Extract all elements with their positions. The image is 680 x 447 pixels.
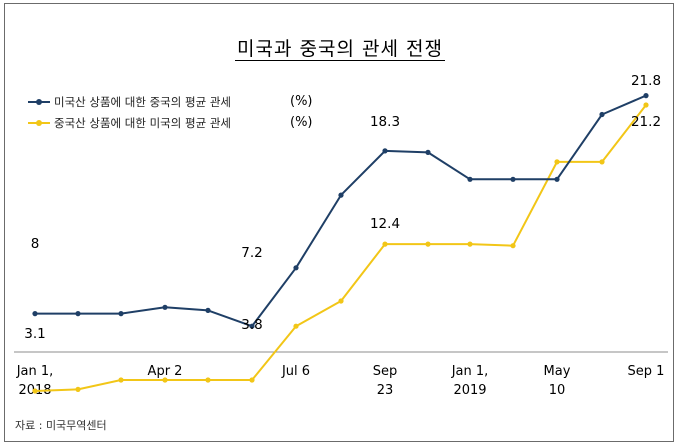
data-point-series-2 [425, 241, 431, 247]
x-tick-label: Sep 23 [373, 364, 398, 398]
x-tick-label: Jan 1, 2019 [451, 364, 489, 398]
data-point-series-1 [162, 304, 168, 310]
legend-item-series-1: 미국산 상품에 대한 중국의 평균 관세 (%) [28, 94, 348, 110]
legend-unit-series-2: (%) [290, 115, 313, 130]
data-point-series-1 [382, 148, 388, 154]
data-point-series-2 [293, 323, 299, 329]
data-point-series-1 [554, 176, 560, 182]
data-point-series-1 [338, 192, 344, 198]
x-tick-label: Sep 1 [628, 364, 665, 379]
data-point-series-1 [32, 311, 38, 317]
x-tick-label-line1: Apr 2 [148, 364, 183, 379]
chart-title-text: 미국과 중국의 관세 전쟁 [235, 38, 445, 61]
data-point-series-2 [599, 159, 605, 165]
data-label-series-1: 7.2 [241, 245, 262, 261]
data-label-series-1: 8 [31, 236, 40, 252]
x-tick-label-line2: 2019 [453, 383, 486, 398]
legend-item-series-2: 중국산 상품에 대한 미국의 평균 관세 (%) [28, 115, 348, 131]
legend-unit-series-1: (%) [290, 94, 313, 109]
legend-label-series-2: 중국산 상품에 대한 미국의 평균 관세 [54, 116, 231, 130]
data-point-series-1 [205, 307, 211, 313]
data-point-series-2 [510, 243, 516, 249]
data-point-series-2 [162, 377, 168, 383]
data-label-series-2: 3.1 [24, 326, 45, 342]
data-point-series-1 [118, 311, 124, 317]
data-point-series-1 [75, 311, 81, 317]
x-tick-label-line1: Sep [373, 364, 398, 379]
data-label-series-2: 21.2 [631, 114, 661, 130]
chart-frame [4, 3, 674, 442]
legend-label-series-1: 미국산 상품에 대한 중국의 평균 관세 [54, 95, 231, 109]
legend-marker-series-1 [36, 99, 42, 105]
data-label-series-1: 21.8 [631, 73, 661, 89]
x-tick-label: Apr 2 [148, 364, 183, 379]
data-point-series-2 [249, 377, 255, 383]
data-point-series-2 [338, 298, 344, 304]
data-point-series-2 [205, 377, 211, 383]
data-point-series-1 [249, 323, 255, 329]
data-point-series-1 [510, 176, 516, 182]
data-point-series-1 [467, 176, 473, 182]
data-point-series-2 [382, 241, 388, 247]
x-tick-label: May 10 [544, 364, 571, 398]
x-tick-label-line2: 10 [549, 383, 566, 398]
data-point-series-2 [32, 388, 38, 394]
x-tick-label-line1: Jul 6 [281, 364, 310, 379]
data-point-series-1 [293, 265, 299, 271]
data-point-series-2 [643, 102, 649, 108]
data-point-series-2 [554, 159, 560, 165]
legend-marker-series-2 [36, 120, 42, 126]
x-tick-label-line2: 23 [377, 383, 394, 398]
data-point-series-2 [118, 377, 124, 383]
chart-title: 미국과 중국의 관세 전쟁 [0, 34, 680, 61]
data-point-series-2 [75, 386, 81, 392]
x-tick-label: Jul 6 [281, 364, 310, 379]
x-tick-label-line1: Jan 1, [16, 364, 54, 379]
data-label-series-1: 18.3 [370, 114, 400, 130]
data-label-series-2: 12.4 [370, 216, 400, 232]
series-line-1 [35, 94, 647, 328]
x-tick-label-line1: Sep 1 [628, 364, 665, 379]
x-tick-label-line1: May [544, 364, 571, 379]
source-note: 자료 : 미국무역센터 [15, 419, 107, 432]
series-line-2 [34, 104, 647, 392]
data-point-series-1 [643, 93, 649, 99]
data-point-series-1 [425, 149, 431, 155]
data-label-series-2: 3.8 [241, 317, 262, 333]
x-tick-label-line1: Jan 1, [451, 364, 489, 379]
data-point-series-1 [599, 111, 605, 118]
data-point-series-2 [467, 241, 473, 247]
